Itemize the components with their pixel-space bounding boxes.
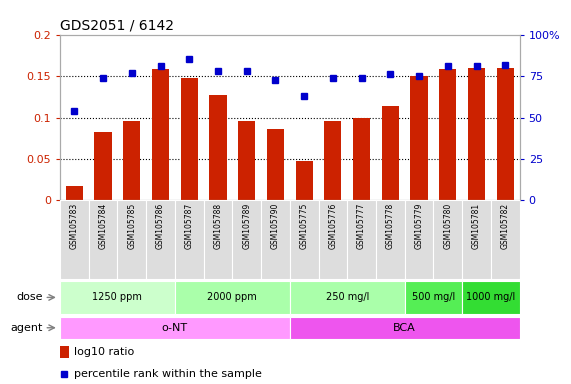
Text: BCA: BCA	[393, 323, 416, 333]
Text: GSM105779: GSM105779	[415, 203, 424, 249]
Bar	[60, 317, 290, 339]
Bar	[462, 281, 520, 314]
Bar	[296, 161, 313, 200]
Text: GSM105780: GSM105780	[443, 203, 452, 249]
Bar	[118, 200, 146, 279]
Text: dose: dose	[17, 292, 43, 303]
Text: agent: agent	[11, 323, 43, 333]
Text: GDS2051 / 6142: GDS2051 / 6142	[60, 18, 174, 32]
Bar	[290, 281, 405, 314]
Bar	[210, 95, 227, 200]
Text: GSM105788: GSM105788	[214, 203, 223, 249]
Bar	[146, 200, 175, 279]
Bar	[347, 200, 376, 279]
Bar	[433, 200, 462, 279]
Text: percentile rank within the sample: percentile rank within the sample	[74, 369, 262, 379]
Bar	[261, 200, 289, 279]
Text: GSM105786: GSM105786	[156, 203, 165, 249]
Text: GSM105778: GSM105778	[386, 203, 395, 249]
Text: o-NT: o-NT	[162, 323, 188, 333]
Text: GSM105789: GSM105789	[242, 203, 251, 249]
Bar	[411, 76, 428, 200]
Bar	[60, 346, 69, 358]
Text: log10 ratio: log10 ratio	[74, 347, 134, 357]
Text: GSM105784: GSM105784	[99, 203, 107, 249]
Text: GSM105775: GSM105775	[300, 203, 309, 249]
Bar	[462, 200, 491, 279]
Bar	[60, 200, 89, 279]
Text: 1000 mg/l: 1000 mg/l	[467, 292, 516, 303]
Text: GSM105776: GSM105776	[328, 203, 337, 249]
Bar	[405, 200, 433, 279]
Bar	[232, 200, 261, 279]
Text: GSM105783: GSM105783	[70, 203, 79, 249]
Bar	[123, 121, 140, 200]
Bar	[66, 185, 83, 200]
Bar	[324, 121, 341, 200]
Bar	[180, 78, 198, 200]
Text: GSM105785: GSM105785	[127, 203, 136, 249]
Bar	[491, 200, 520, 279]
Bar	[439, 70, 456, 200]
Text: GSM105782: GSM105782	[501, 203, 510, 249]
Text: 1250 ppm: 1250 ppm	[93, 292, 142, 303]
Bar	[89, 200, 118, 279]
Text: 250 mg/l: 250 mg/l	[325, 292, 369, 303]
Bar	[376, 200, 405, 279]
Bar	[238, 121, 255, 200]
Bar	[381, 106, 399, 200]
Bar	[267, 129, 284, 200]
Text: 500 mg/l: 500 mg/l	[412, 292, 455, 303]
Text: GSM105790: GSM105790	[271, 203, 280, 249]
Bar	[175, 200, 204, 279]
Bar	[353, 118, 370, 200]
Bar	[94, 132, 112, 200]
Bar	[290, 200, 319, 279]
Bar	[468, 68, 485, 200]
Bar	[60, 281, 175, 314]
Text: GSM105787: GSM105787	[185, 203, 194, 249]
Bar	[497, 68, 514, 200]
Text: GSM105781: GSM105781	[472, 203, 481, 249]
Bar	[175, 281, 290, 314]
Bar	[290, 317, 520, 339]
Bar	[204, 200, 232, 279]
Bar	[152, 70, 169, 200]
Bar	[405, 281, 462, 314]
Text: GSM105777: GSM105777	[357, 203, 366, 249]
Text: 2000 ppm: 2000 ppm	[207, 292, 257, 303]
Bar	[319, 200, 347, 279]
